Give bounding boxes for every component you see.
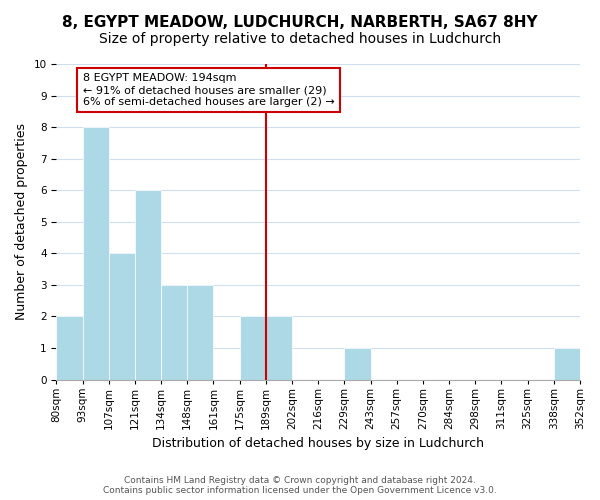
Text: Contains HM Land Registry data © Crown copyright and database right 2024.
Contai: Contains HM Land Registry data © Crown c… bbox=[103, 476, 497, 495]
Bar bbox=[554, 348, 580, 380]
Bar bbox=[239, 316, 266, 380]
Text: 8, EGYPT MEADOW, LUDCHURCH, NARBERTH, SA67 8HY: 8, EGYPT MEADOW, LUDCHURCH, NARBERTH, SA… bbox=[62, 15, 538, 30]
Text: 8 EGYPT MEADOW: 194sqm
← 91% of detached houses are smaller (29)
6% of semi-deta: 8 EGYPT MEADOW: 194sqm ← 91% of detached… bbox=[83, 74, 334, 106]
Bar bbox=[83, 127, 109, 380]
Bar bbox=[135, 190, 161, 380]
Bar bbox=[187, 285, 214, 380]
Bar bbox=[109, 254, 135, 380]
Bar bbox=[344, 348, 371, 380]
Bar bbox=[266, 316, 292, 380]
Y-axis label: Number of detached properties: Number of detached properties bbox=[15, 124, 28, 320]
Bar bbox=[161, 285, 187, 380]
Text: Size of property relative to detached houses in Ludchurch: Size of property relative to detached ho… bbox=[99, 32, 501, 46]
Bar bbox=[56, 316, 83, 380]
X-axis label: Distribution of detached houses by size in Ludchurch: Distribution of detached houses by size … bbox=[152, 437, 484, 450]
